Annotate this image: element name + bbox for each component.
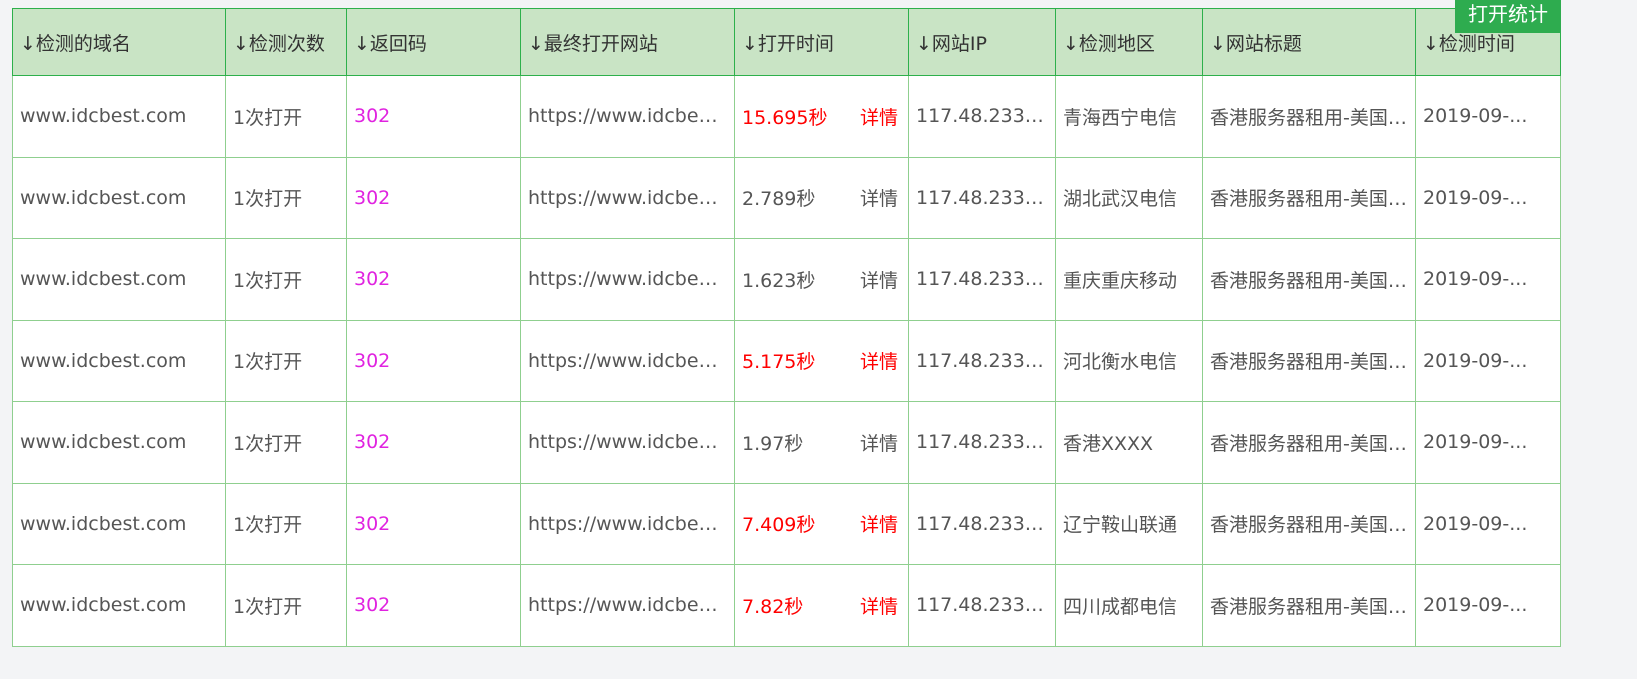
table-row: www.idcbest.com 1次打开 302 https://www.idcbes…: [12, 238, 1561, 321]
region-cell: 青海西宁电信: [1055, 75, 1203, 158]
title-cell: 香港服务器租用-美国服务器: [1202, 75, 1416, 158]
final-url-cell: https://www.idcbest.com/: [520, 482, 735, 565]
results-table-container: ↓检测的域名 ↓检测次数 ↓返回码 ↓最终打开网站 ↓打开时间 ↓网站IP ↓检测地区 ↓网站…: [12, 8, 1561, 647]
table-row: www.idcbest.com 1次打开 302 https://www.idcbes…: [12, 482, 1561, 565]
count-cell: 1次打开: [225, 75, 347, 158]
region-cell: 四川成都电信: [1055, 564, 1203, 647]
check-time-cell: 2019-09-...: [1415, 238, 1561, 321]
check-time-cell: 2019-09-...: [1415, 401, 1561, 484]
check-time-cell: 2019-09-...: [1415, 564, 1561, 647]
status-code-cell: 302: [346, 156, 521, 239]
final-url-cell: https://www.idcbest.com/: [520, 401, 735, 484]
ip-cell: 117.48.233.xxx: [908, 564, 1056, 647]
open-time-cell: 2.789秒 详情: [734, 156, 909, 239]
final-url-cell: https://www.idcbest.com/: [520, 238, 735, 321]
domain-cell: www.idcbest.com: [12, 156, 226, 239]
ip-cell: 117.48.233.xxx: [908, 319, 1056, 402]
title-cell: 香港服务器租用-美国服务器: [1202, 482, 1416, 565]
region-cell: 辽宁鞍山联通: [1055, 482, 1203, 565]
final-url-cell: https://www.idcbest.com/: [520, 156, 735, 239]
check-time-cell: 2019-09-...: [1415, 319, 1561, 402]
results-table: ↓检测的域名 ↓检测次数 ↓返回码 ↓最终打开网站 ↓打开时间 ↓网站IP ↓检测地区 ↓网站…: [12, 8, 1561, 647]
table-row: www.idcbest.com 1次打开 302 https://www.idcbes…: [12, 75, 1561, 158]
title-cell: 香港服务器租用-美国服务器: [1202, 564, 1416, 647]
ip-cell: 117.48.233.xxx: [908, 156, 1056, 239]
open-time-cell: 1.97秒 详情: [734, 401, 909, 484]
domain-cell: www.idcbest.com: [12, 564, 226, 647]
ip-cell: 117.48.233.xxx: [908, 75, 1056, 158]
domain-cell: www.idcbest.com: [12, 238, 226, 321]
detail-link[interactable]: 详情: [859, 595, 898, 618]
sort-header-4[interactable]: ↓打开时间: [734, 8, 909, 76]
open-time: 7.409秒: [742, 514, 816, 537]
table-row: www.idcbest.com 1次打开 302 https://www.idcbes…: [12, 564, 1561, 647]
check-time-cell: 2019-09-...: [1415, 156, 1561, 239]
sort-header-6[interactable]: ↓检测地区: [1055, 8, 1203, 76]
table-row: www.idcbest.com 1次打开 302 https://www.idcbes…: [12, 401, 1561, 484]
region-cell: 湖北武汉电信: [1055, 156, 1203, 239]
count-cell: 1次打开: [225, 156, 347, 239]
open-time: 1.623秒: [742, 269, 816, 292]
open-time-cell: 5.175秒 详情: [734, 319, 909, 402]
final-url-cell: https://www.idcbest.com/: [520, 319, 735, 402]
title-cell: 香港服务器租用-美国服务器: [1202, 401, 1416, 484]
final-url-cell: https://www.idcbest.com/: [520, 75, 735, 158]
detail-link[interactable]: 详情: [859, 188, 898, 211]
open-time: 15.695秒: [742, 106, 828, 129]
sort-header-2[interactable]: ↓返回码: [346, 8, 521, 76]
sort-header-3[interactable]: ↓最终打开网站: [520, 8, 735, 76]
table-row: www.idcbest.com 1次打开 302 https://www.idcbes…: [12, 319, 1561, 402]
count-cell: 1次打开: [225, 401, 347, 484]
open-time-cell: 7.409秒 详情: [734, 482, 909, 565]
header-row: ↓检测的域名 ↓检测次数 ↓返回码 ↓最终打开网站 ↓打开时间 ↓网站IP ↓检测地区 ↓网站…: [12, 8, 1561, 76]
domain-cell: www.idcbest.com: [12, 75, 226, 158]
ip-cell: 117.48.233.xxx: [908, 401, 1056, 484]
ip-cell: 117.48.233.xxx: [908, 238, 1056, 321]
status-code-cell: 302: [346, 238, 521, 321]
detail-link[interactable]: 详情: [859, 351, 898, 374]
open-time-cell: 7.82秒 详情: [734, 564, 909, 647]
sort-header-1[interactable]: ↓检测次数: [225, 8, 347, 76]
final-url-cell: https://www.idcbest.com/: [520, 564, 735, 647]
open-time: 7.82秒: [742, 595, 804, 618]
sort-header-7[interactable]: ↓网站标题: [1202, 8, 1416, 76]
title-cell: 香港服务器租用-美国服务器: [1202, 156, 1416, 239]
ip-cell: 117.48.233.xxx: [908, 482, 1056, 565]
check-time-cell: 2019-09-...: [1415, 482, 1561, 565]
check-time-cell: 2019-09-...: [1415, 75, 1561, 158]
title-cell: 香港服务器租用-美国服务器: [1202, 238, 1416, 321]
status-code-cell: 302: [346, 75, 521, 158]
detail-link[interactable]: 详情: [859, 106, 898, 129]
status-code-cell: 302: [346, 319, 521, 402]
status-code-cell: 302: [346, 564, 521, 647]
sort-header-0[interactable]: ↓检测的域名: [12, 8, 226, 76]
count-cell: 1次打开: [225, 482, 347, 565]
domain-cell: www.idcbest.com: [12, 401, 226, 484]
count-cell: 1次打开: [225, 319, 347, 402]
title-cell: 香港服务器租用-美国服务器: [1202, 319, 1416, 402]
open-stats-button[interactable]: 打开统计: [1455, 0, 1561, 33]
count-cell: 1次打开: [225, 564, 347, 647]
status-code-cell: 302: [346, 482, 521, 565]
count-cell: 1次打开: [225, 238, 347, 321]
open-time-cell: 1.623秒 详情: [734, 238, 909, 321]
domain-cell: www.idcbest.com: [12, 319, 226, 402]
detail-link[interactable]: 详情: [859, 514, 898, 537]
status-code-cell: 302: [346, 401, 521, 484]
open-time: 1.97秒: [742, 432, 804, 455]
detail-link[interactable]: 详情: [859, 432, 898, 455]
sort-header-5[interactable]: ↓网站IP: [908, 8, 1056, 76]
detail-link[interactable]: 详情: [859, 269, 898, 292]
open-time-cell: 15.695秒 详情: [734, 75, 909, 158]
table-row: www.idcbest.com 1次打开 302 https://www.idcbes…: [12, 156, 1561, 239]
open-time: 2.789秒: [742, 188, 816, 211]
region-cell: 重庆重庆移动: [1055, 238, 1203, 321]
region-cell: 香港XXXX: [1055, 401, 1203, 484]
region-cell: 河北衡水电信: [1055, 319, 1203, 402]
open-time: 5.175秒: [742, 351, 816, 374]
domain-cell: www.idcbest.com: [12, 482, 226, 565]
